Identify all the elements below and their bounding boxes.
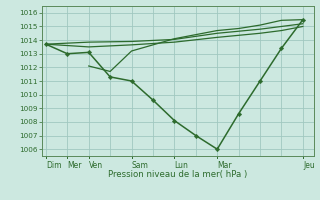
- Text: Jeu: Jeu: [303, 161, 315, 170]
- Text: Sam: Sam: [132, 161, 148, 170]
- Text: Dim: Dim: [46, 161, 61, 170]
- Text: Ven: Ven: [89, 161, 103, 170]
- Text: Mar: Mar: [217, 161, 232, 170]
- Text: Mer: Mer: [67, 161, 82, 170]
- X-axis label: Pression niveau de la mer( hPa ): Pression niveau de la mer( hPa ): [108, 170, 247, 179]
- Text: Lun: Lun: [174, 161, 188, 170]
